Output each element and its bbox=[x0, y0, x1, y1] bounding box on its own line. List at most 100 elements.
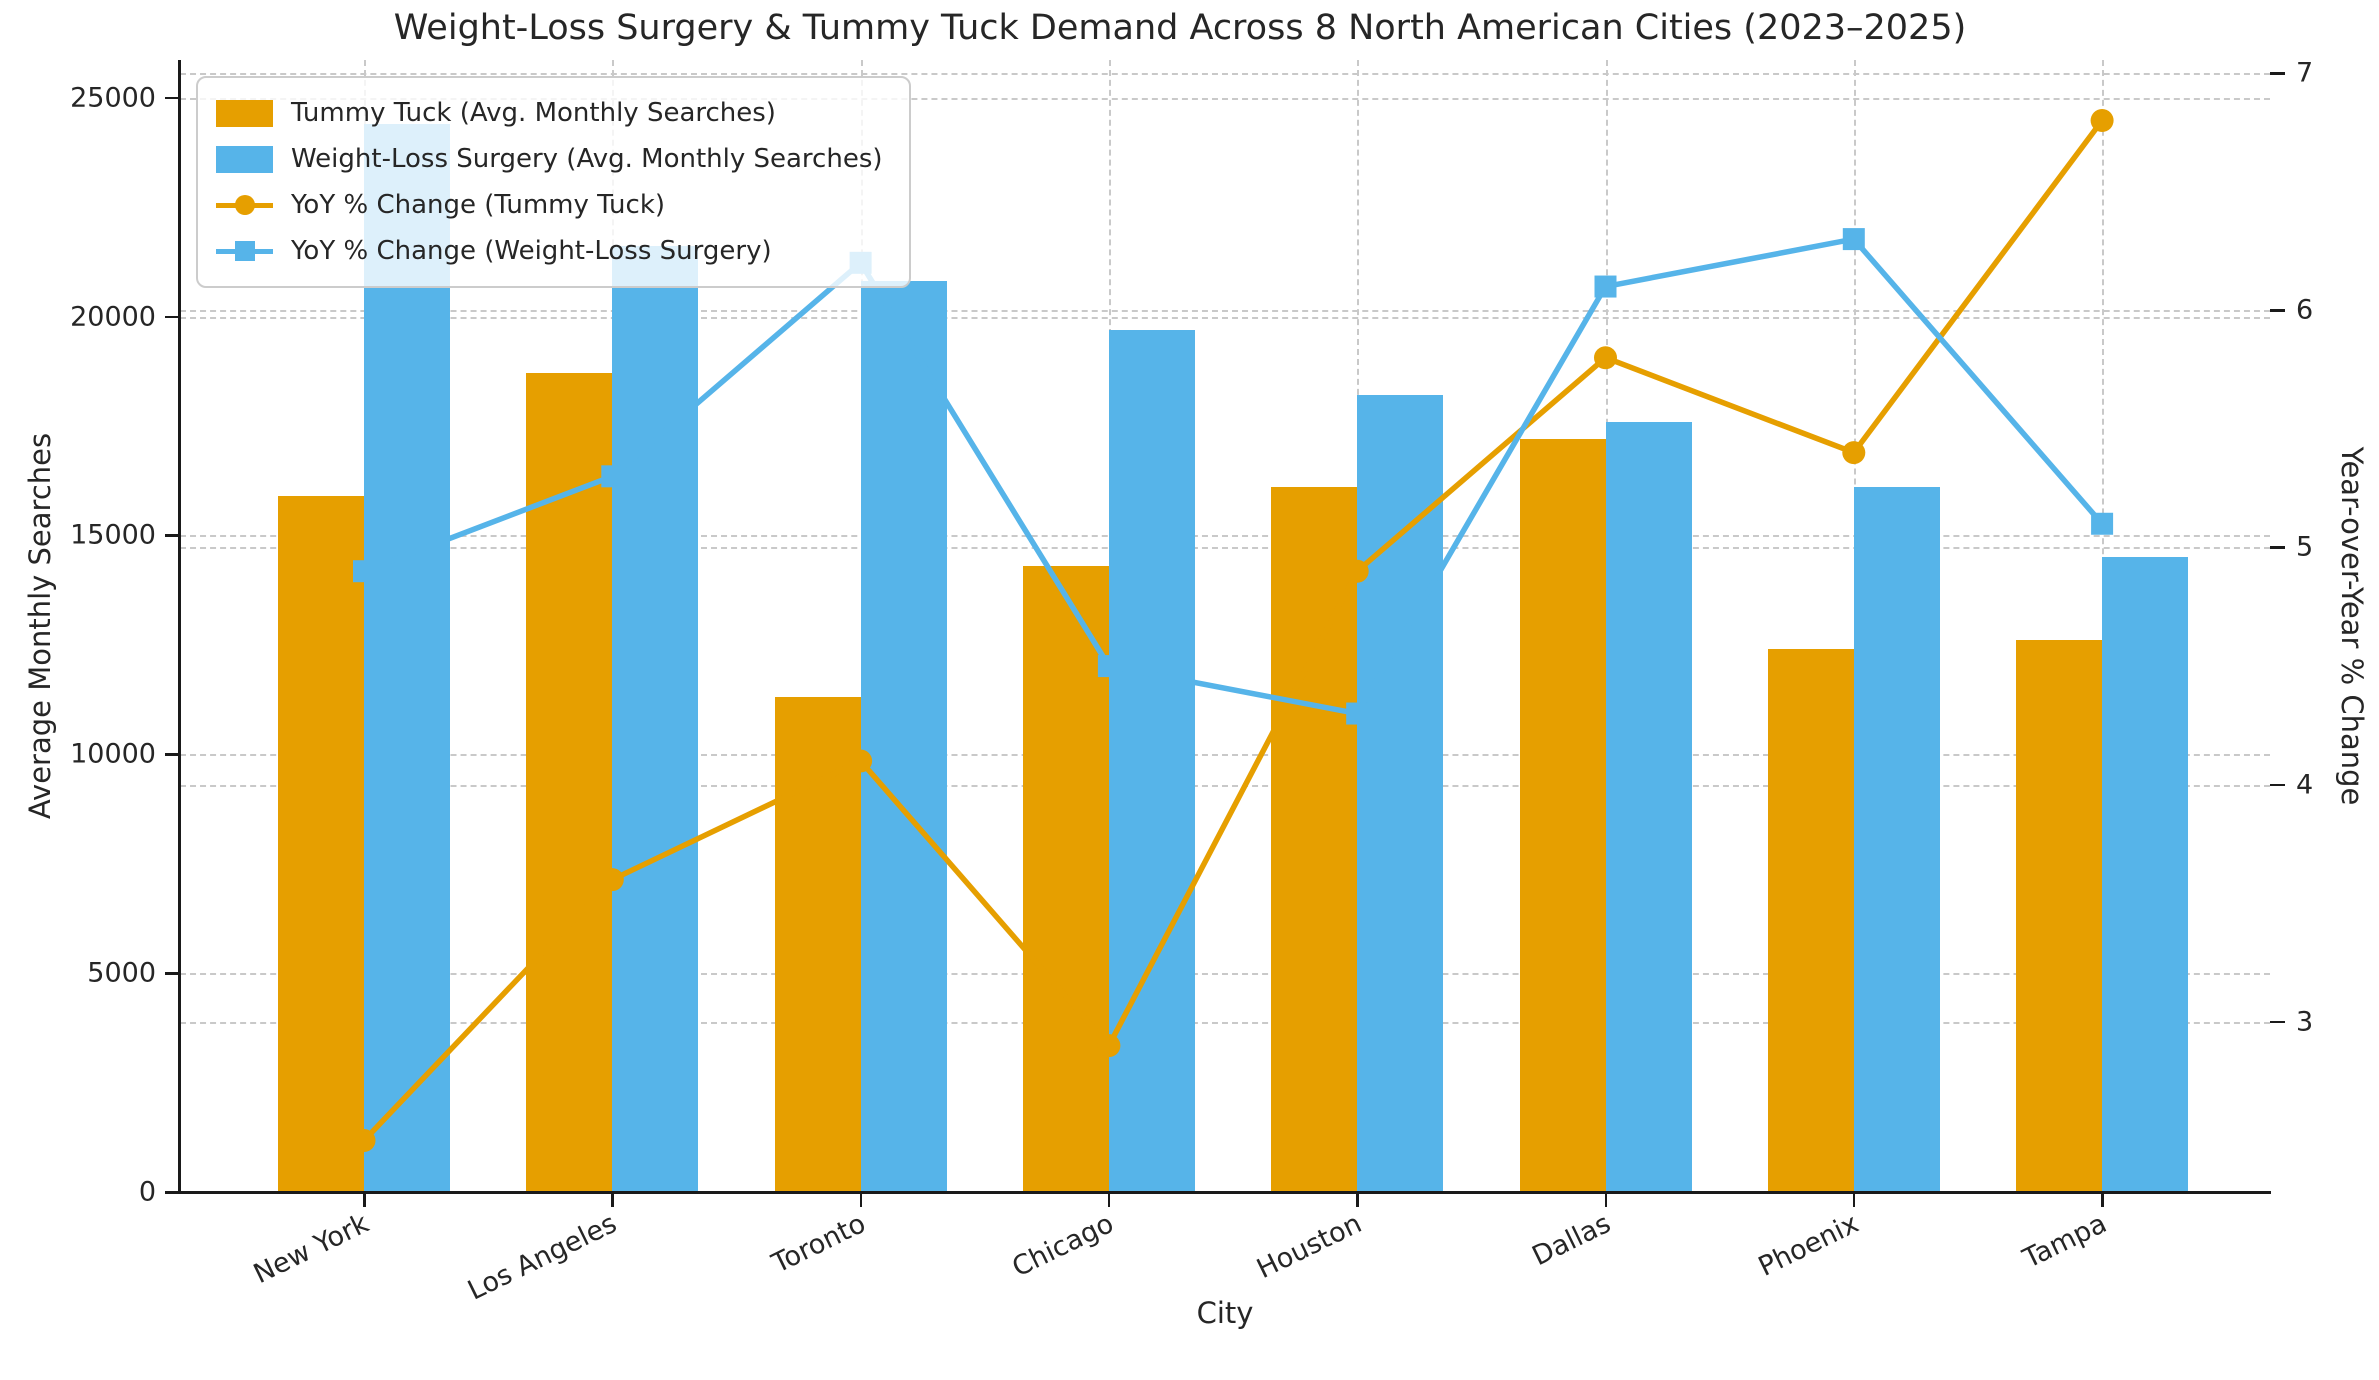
bar-tummy-tuck-phoenix bbox=[1767, 649, 1854, 1192]
hgridline-left-25000 bbox=[180, 97, 2270, 100]
legend-item-tummy-tuck-avg-monthly-searches: Tummy Tuck (Avg. Monthly Searches) bbox=[216, 90, 883, 136]
x-axis-label: City bbox=[1196, 1296, 1254, 1330]
x-tick-houston bbox=[1356, 1192, 1359, 1207]
y-left-tick-5000 bbox=[165, 972, 180, 975]
y-right-tick-4 bbox=[2270, 783, 2285, 787]
x-tick-phoenix bbox=[1852, 1192, 1856, 1207]
y-left-tick-15000 bbox=[165, 534, 180, 537]
x-tick-chicago bbox=[1107, 1192, 1111, 1207]
y-right-tick-label-4: 4 bbox=[2296, 769, 2314, 801]
legend-square-marker bbox=[234, 241, 255, 261]
hgridline-right-4 bbox=[180, 784, 2270, 787]
circle-marker-new-york bbox=[352, 1129, 376, 1153]
legend-circle-marker bbox=[234, 195, 255, 215]
x-tick-label-chicago: Chicago bbox=[1007, 1208, 1119, 1284]
y-left-tick-label-20000: 20000 bbox=[70, 301, 156, 333]
bar-weight-loss-surgery-chicago bbox=[1108, 329, 1195, 1192]
hgridline-left-20000 bbox=[180, 316, 2270, 319]
x-tick-new-york bbox=[363, 1192, 366, 1207]
y-right-tick-5 bbox=[2270, 546, 2285, 549]
legend-item-yoy-change-weight-loss-surgery: YoY % Change (Weight-Loss Surgery) bbox=[216, 228, 883, 274]
bar-tummy-tuck-los-angeles bbox=[526, 373, 613, 1192]
circle-marker-toronto bbox=[849, 749, 873, 773]
y-axis-label-right: Year-over-Year % Change bbox=[2335, 446, 2369, 806]
y-left-tick-label-5000: 5000 bbox=[87, 957, 156, 989]
y-right-tick-label-6: 6 bbox=[2296, 294, 2314, 326]
legend-item-weight-loss-surgery-avg-monthly-searches: Weight-Loss Surgery (Avg. Monthly Search… bbox=[216, 136, 883, 182]
bar-weight-loss-surgery-los-angeles bbox=[612, 246, 699, 1192]
left-spine bbox=[178, 60, 181, 1192]
line-yoy-change-tummy-tuck bbox=[362, 118, 2105, 1143]
x-tick-label-phoenix: Phoenix bbox=[1753, 1208, 1864, 1283]
bar-weight-loss-surgery-phoenix bbox=[1853, 487, 1940, 1192]
bar-tummy-tuck-tampa bbox=[2016, 640, 2103, 1192]
bar-tummy-tuck-new-york bbox=[278, 495, 364, 1192]
y-left-tick-label-0: 0 bbox=[138, 1176, 156, 1208]
y-left-tick-20000 bbox=[165, 315, 180, 319]
x-tick-los-angeles bbox=[611, 1192, 614, 1207]
legend-label: YoY % Change (Weight-Loss Surgery) bbox=[291, 236, 772, 266]
x-tick-label-new-york: New York bbox=[248, 1208, 374, 1291]
bar-weight-loss-surgery-dallas bbox=[1605, 421, 1692, 1192]
y-left-tick-0 bbox=[165, 1191, 180, 1194]
square-marker-new-york bbox=[353, 560, 375, 583]
square-marker-dallas bbox=[1594, 275, 1617, 298]
y-left-tick-label-15000: 15000 bbox=[70, 519, 156, 551]
x-tick-label-houston: Houston bbox=[1252, 1208, 1367, 1286]
y-right-tick-label-5: 5 bbox=[2296, 531, 2314, 563]
y-right-tick-label-3: 3 bbox=[2296, 1006, 2314, 1038]
circle-marker-tampa bbox=[2090, 108, 2114, 132]
bar-weight-loss-surgery-toronto bbox=[860, 281, 947, 1192]
circle-marker-dallas bbox=[1594, 346, 1617, 370]
legend-swatch-circle-line-2 bbox=[216, 192, 273, 219]
circle-marker-los-angeles bbox=[600, 868, 624, 892]
plot-area bbox=[180, 60, 2270, 1192]
legend-swatch-bar-0 bbox=[216, 99, 273, 127]
circle-marker-phoenix bbox=[1842, 441, 1866, 465]
y-right-tick-label-7: 7 bbox=[2296, 57, 2314, 89]
hgridline-left-5000 bbox=[180, 973, 2270, 976]
square-marker-houston bbox=[1346, 702, 1369, 725]
legend-swatch-square-line-3 bbox=[216, 238, 273, 265]
legend: Tummy Tuck (Avg. Monthly Searches) Weight… bbox=[196, 76, 911, 288]
square-marker-chicago bbox=[1097, 655, 1120, 678]
bottom-spine bbox=[178, 1191, 2271, 1194]
y-left-tick-25000 bbox=[165, 96, 180, 100]
y-right-tick-6 bbox=[2270, 309, 2285, 312]
square-marker-phoenix bbox=[1842, 228, 1865, 251]
bar-tummy-tuck-chicago bbox=[1022, 566, 1109, 1192]
x-tick-label-tampa: Tampa bbox=[2018, 1208, 2112, 1275]
x-tick-dallas bbox=[1604, 1192, 1607, 1207]
y-axis-label-left: Average Monthly Searches bbox=[23, 432, 57, 820]
x-tick-toronto bbox=[859, 1192, 863, 1207]
chart-title: Weight-Loss Surgery & Tummy Tuck Demand … bbox=[393, 8, 1967, 48]
bar-tummy-tuck-houston bbox=[1271, 487, 1358, 1192]
legend-label: YoY % Change (Tummy Tuck) bbox=[291, 190, 666, 220]
y-left-tick-label-10000: 10000 bbox=[70, 738, 156, 770]
hgridline-right-6 bbox=[180, 310, 2270, 313]
x-tick-label-los-angeles: Los Angeles bbox=[463, 1208, 622, 1307]
circle-marker-houston bbox=[1345, 559, 1369, 583]
x-tick-label-toronto: Toronto bbox=[767, 1208, 871, 1280]
legend-item-yoy-change-tummy-tuck: YoY % Change (Tummy Tuck) bbox=[216, 182, 883, 228]
square-marker-tampa bbox=[2091, 512, 2114, 535]
legend-label: Tummy Tuck (Avg. Monthly Searches) bbox=[291, 98, 776, 128]
x-tick-tampa bbox=[2101, 1192, 2104, 1207]
hgridline-left-10000 bbox=[180, 754, 2270, 757]
circle-marker-chicago bbox=[1097, 1034, 1121, 1058]
bar-weight-loss-surgery-new-york bbox=[364, 123, 450, 1192]
hgridline-right-7 bbox=[180, 73, 2270, 76]
y-right-tick-3 bbox=[2270, 1020, 2285, 1024]
y-left-tick-10000 bbox=[165, 753, 180, 756]
bar-weight-loss-surgery-houston bbox=[1357, 395, 1444, 1192]
y-left-tick-label-25000: 25000 bbox=[70, 82, 156, 114]
bar-weight-loss-surgery-tampa bbox=[2102, 557, 2189, 1192]
x-tick-label-dallas: Dallas bbox=[1526, 1208, 1616, 1273]
hgridline-left-15000 bbox=[180, 535, 2270, 538]
legend-label: Weight-Loss Surgery (Avg. Monthly Search… bbox=[291, 144, 883, 174]
line-yoy-change-weight-loss-surgery bbox=[363, 236, 2105, 717]
hgridline-right-3 bbox=[180, 1021, 2270, 1024]
legend-swatch-bar-1 bbox=[216, 145, 273, 173]
yoy-lines-overlay bbox=[352, 108, 2114, 1153]
